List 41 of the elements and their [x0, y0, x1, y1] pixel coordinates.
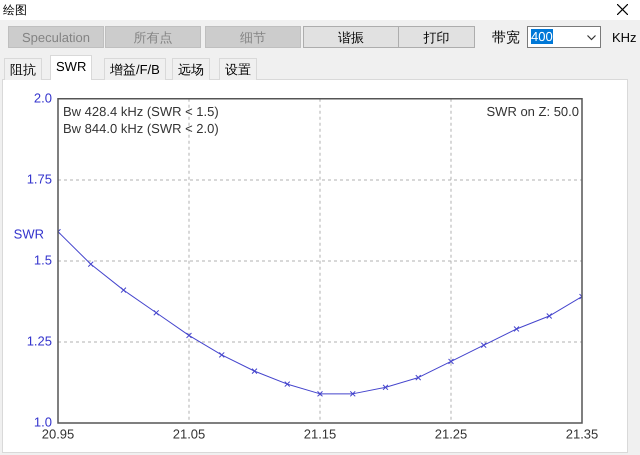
annotation: SWR on Z: 50.0 — [486, 104, 579, 119]
point — [120, 287, 126, 294]
text: 远场 — [172, 58, 210, 80]
text: 打印 — [398, 26, 475, 48]
y-tick-label: 1.75 — [26, 171, 52, 186]
point — [284, 381, 290, 388]
point — [88, 261, 94, 268]
x-tick-label: 21.05 — [172, 426, 206, 442]
text: SWR — [50, 55, 92, 80]
point — [514, 326, 520, 332]
text: 400 — [531, 29, 553, 44]
point — [382, 384, 388, 390]
text: KHz — [612, 30, 637, 45]
x-tick-label: 21.25 — [434, 426, 468, 442]
point — [546, 313, 552, 319]
text: 增益/F/B — [104, 58, 166, 80]
point — [218, 352, 225, 358]
point — [186, 332, 192, 338]
y-axis-title: SWR — [14, 226, 44, 242]
point — [415, 374, 422, 381]
text: 细节 — [205, 26, 301, 48]
text: Speculation — [8, 26, 104, 48]
point — [480, 342, 487, 348]
text: 带宽 — [492, 29, 520, 47]
x-tick-label: 21.35 — [566, 426, 598, 442]
point — [448, 358, 454, 364]
point — [350, 390, 356, 397]
x-tick-label: 21.15 — [304, 426, 336, 442]
text: 所有点 — [105, 26, 201, 48]
y-tick-label: 2.0 — [34, 90, 52, 106]
point — [317, 390, 323, 397]
chart-title: 绘图 — [3, 2, 27, 19]
y-tick-label: 1.25 — [26, 334, 52, 349]
y-tick-label: 1.5 — [34, 252, 52, 268]
point — [252, 368, 258, 374]
annotation: Bw 844.0 kHz (SWR < 2.0) — [63, 120, 219, 136]
annotation: Bw 428.4 kHz (SWR < 1.5) — [63, 104, 219, 119]
point — [153, 310, 160, 316]
text: 谐振 — [303, 26, 399, 48]
text: 设置 — [219, 58, 257, 80]
text: 阻抗 — [4, 58, 42, 80]
